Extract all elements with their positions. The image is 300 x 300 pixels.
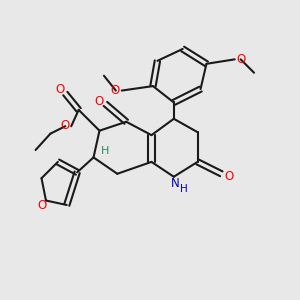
- Text: O: O: [38, 200, 47, 212]
- Text: O: O: [55, 83, 64, 97]
- Text: O: O: [60, 119, 69, 132]
- Text: O: O: [237, 53, 246, 66]
- Text: H: H: [100, 146, 109, 156]
- Text: H: H: [180, 184, 188, 194]
- Text: O: O: [94, 95, 104, 108]
- Text: O: O: [111, 84, 120, 97]
- Text: N: N: [171, 177, 180, 190]
- Text: O: O: [224, 170, 233, 183]
